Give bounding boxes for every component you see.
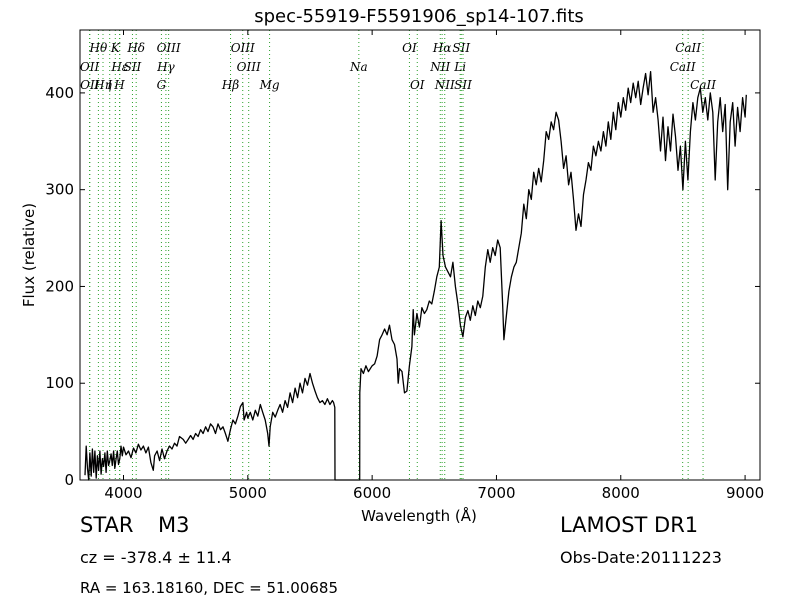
- spectral-line-label: OIII: [237, 60, 261, 74]
- x-tick-label: 8000: [602, 484, 640, 502]
- spectral-line-label: Mg: [259, 78, 280, 92]
- spectral-line-label: CaII: [690, 78, 716, 92]
- x-axis-label: Wavelength (Å): [361, 506, 477, 525]
- y-axis-label: Flux (relative): [20, 203, 38, 307]
- spectral-line-label: G: [157, 78, 167, 92]
- spectral-line-label: CaII: [670, 60, 696, 74]
- spectral-line-label: OI: [402, 41, 417, 55]
- y-tick-label: 0: [64, 471, 74, 489]
- redshift-value: cz = -378.4 ± 11.4: [80, 548, 232, 567]
- spectral-line-label: Li: [453, 60, 466, 74]
- chart-title: spec-55919-F5591906_sp14-107.fits: [254, 6, 584, 27]
- y-tick-label: 100: [45, 374, 74, 392]
- spectral-line-label: NII: [434, 78, 455, 92]
- y-tick-label: 200: [45, 277, 74, 295]
- axes: 4000 5000 6000 7000 8000 9000 0 100 200 300 400: [45, 30, 764, 502]
- observation-date: Obs-Date:20111223: [560, 548, 722, 567]
- x-tick-label: 9000: [726, 484, 764, 502]
- spectral-line-label: CaII: [675, 41, 701, 55]
- spectral-line-label: NII: [429, 60, 450, 74]
- sky-coordinates: RA = 163.18160, DEC = 51.00685: [80, 579, 339, 597]
- y-tick-label: 300: [45, 181, 74, 199]
- spectral-line-label: H: [113, 78, 125, 92]
- spectral-line-label: OIII: [157, 41, 181, 55]
- spectral-line-label: Hθ: [89, 41, 108, 55]
- spectrum-series: [84, 70, 747, 481]
- spectral-line-label: Hδ: [126, 41, 145, 55]
- spectral-line-label: SII: [452, 41, 470, 55]
- spectral-line-label: Na: [349, 60, 368, 74]
- spectral-line-label: Hη: [93, 78, 112, 92]
- spectral-line-label: OII: [80, 78, 100, 92]
- spectral-line-label: OI: [410, 78, 425, 92]
- spectral-line-label: Hα: [432, 41, 452, 55]
- x-tick-label: 5000: [229, 484, 267, 502]
- spectrum-line: [84, 70, 747, 481]
- spectral-line-label: I: [106, 78, 112, 92]
- x-tick-label: 6000: [353, 484, 391, 502]
- object-subclass: M3: [158, 513, 190, 537]
- object-class: STAR: [80, 513, 134, 537]
- spectral-line-label: Hγ: [156, 60, 175, 74]
- x-tick-label: 7000: [477, 484, 515, 502]
- y-tick-label: 400: [45, 84, 74, 102]
- spectral-line-label: OIII: [231, 41, 255, 55]
- survey-name: LAMOST DR1: [560, 513, 699, 537]
- spectral-line-label: K: [110, 41, 121, 55]
- plot-frame: [79, 29, 761, 481]
- spectral-line-label: SII: [124, 60, 142, 74]
- spectral-line-label: SII: [454, 78, 472, 92]
- spectral-line-label: Hβ: [221, 78, 239, 92]
- x-tick-label: 4000: [104, 484, 142, 502]
